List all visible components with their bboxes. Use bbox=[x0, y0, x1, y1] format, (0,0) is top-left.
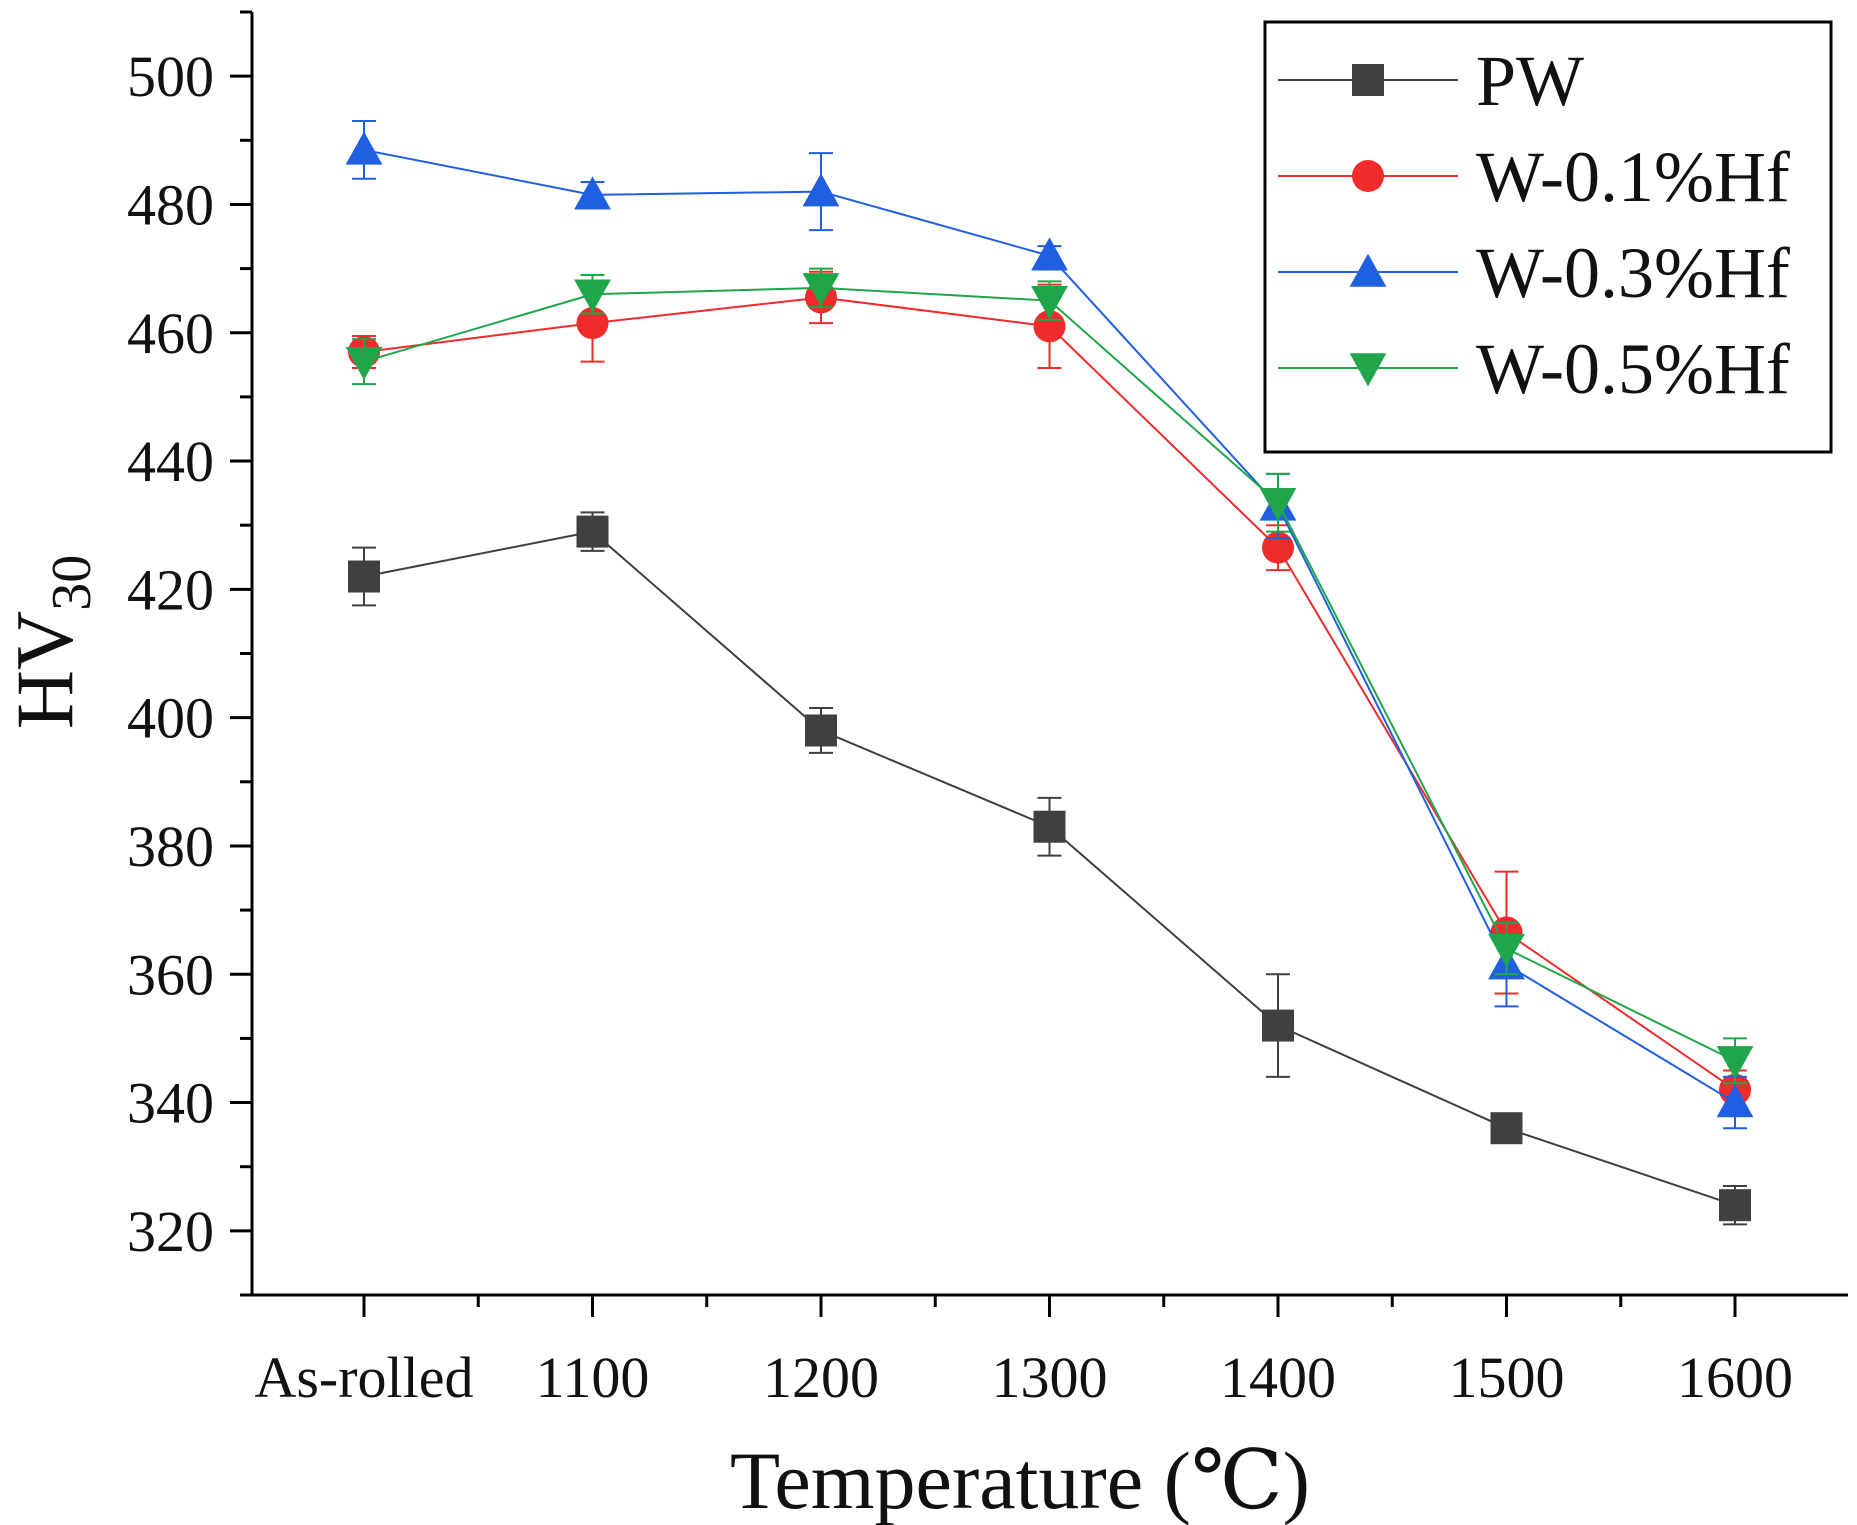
y-tick-label: 500 bbox=[127, 44, 214, 109]
data-point bbox=[576, 307, 609, 340]
data-point bbox=[1031, 237, 1068, 271]
y-tick-label: 320 bbox=[127, 1199, 214, 1264]
legend-entry-W-0.3%Hf: W-0.3%Hf bbox=[1278, 233, 1790, 313]
x-tick-label: 1300 bbox=[992, 1345, 1108, 1410]
legend-label: PW bbox=[1476, 41, 1584, 121]
y-axis-title-main: HV bbox=[0, 611, 90, 729]
data-point bbox=[345, 346, 383, 381]
legend-entry-PW: PW bbox=[1278, 41, 1584, 121]
y-tick-label: 440 bbox=[127, 429, 214, 494]
y-axis-title: HV30 bbox=[0, 555, 103, 729]
x-tick-label: 1200 bbox=[763, 1345, 879, 1410]
legend: PW W-0.1%Hf W-0.3%Hf W-0.5%Hf bbox=[1263, 20, 1833, 454]
series-layer bbox=[345, 120, 1754, 1226]
legend-marker bbox=[1352, 64, 1384, 96]
x-tick-label: 1600 bbox=[1677, 1345, 1793, 1410]
legend-marker bbox=[1352, 160, 1384, 192]
data-point bbox=[802, 173, 840, 207]
series-line bbox=[363, 530, 1736, 1207]
data-point bbox=[1262, 1009, 1294, 1042]
data-point bbox=[1490, 1112, 1523, 1145]
series-PW bbox=[348, 511, 1751, 1226]
legend-entry-W-0.1%Hf: W-0.1%Hf bbox=[1278, 137, 1790, 217]
y-tick-label: 460 bbox=[127, 301, 214, 366]
x-axis-ticks: As-rolled 1100 1200 1300 1400 1500 1600 bbox=[254, 1295, 1793, 1410]
y-tick-label: 420 bbox=[127, 557, 214, 622]
data-point bbox=[1033, 810, 1066, 843]
data-point bbox=[576, 515, 609, 548]
y-axis-ticks: 320 340 360 380 400 420 440 460 480 500 bbox=[127, 10, 252, 1297]
y-tick-label: 380 bbox=[127, 814, 214, 879]
legend-label: W-0.5%Hf bbox=[1476, 329, 1790, 409]
x-tick-label: As-rolled bbox=[254, 1345, 473, 1410]
y-tick-label: 360 bbox=[127, 942, 214, 1007]
data-point bbox=[1259, 488, 1297, 522]
data-point bbox=[1262, 531, 1294, 564]
data-point bbox=[1488, 933, 1525, 967]
x-tick-label: 1400 bbox=[1220, 1345, 1336, 1410]
series-W-0.5%Hf bbox=[345, 267, 1754, 1085]
x-tick-label: 1100 bbox=[536, 1345, 650, 1410]
y-tick-label: 480 bbox=[127, 172, 214, 237]
data-point bbox=[574, 176, 611, 210]
legend-entry-W-0.5%Hf: W-0.5%Hf bbox=[1278, 329, 1790, 409]
y-tick-label: 340 bbox=[127, 1071, 214, 1136]
x-tick-label: 1500 bbox=[1449, 1345, 1565, 1410]
data-point bbox=[1716, 1084, 1754, 1118]
y-tick-label: 400 bbox=[127, 686, 214, 751]
data-point bbox=[802, 273, 840, 307]
data-point bbox=[348, 560, 380, 593]
data-point bbox=[345, 131, 383, 165]
legend-label: W-0.3%Hf bbox=[1476, 233, 1790, 313]
x-axis-title: Temperature (℃) bbox=[730, 1435, 1310, 1525]
data-point bbox=[1033, 310, 1066, 343]
data-point bbox=[1719, 1189, 1751, 1222]
data-point bbox=[1716, 1046, 1754, 1080]
data-point bbox=[1031, 285, 1068, 320]
y-axis-title-subscript: 30 bbox=[41, 555, 103, 611]
legend-marker bbox=[1349, 253, 1387, 287]
data-point bbox=[574, 279, 611, 313]
legend-label: W-0.1%Hf bbox=[1476, 137, 1790, 217]
data-point bbox=[805, 714, 837, 747]
legend-marker bbox=[1349, 353, 1387, 387]
